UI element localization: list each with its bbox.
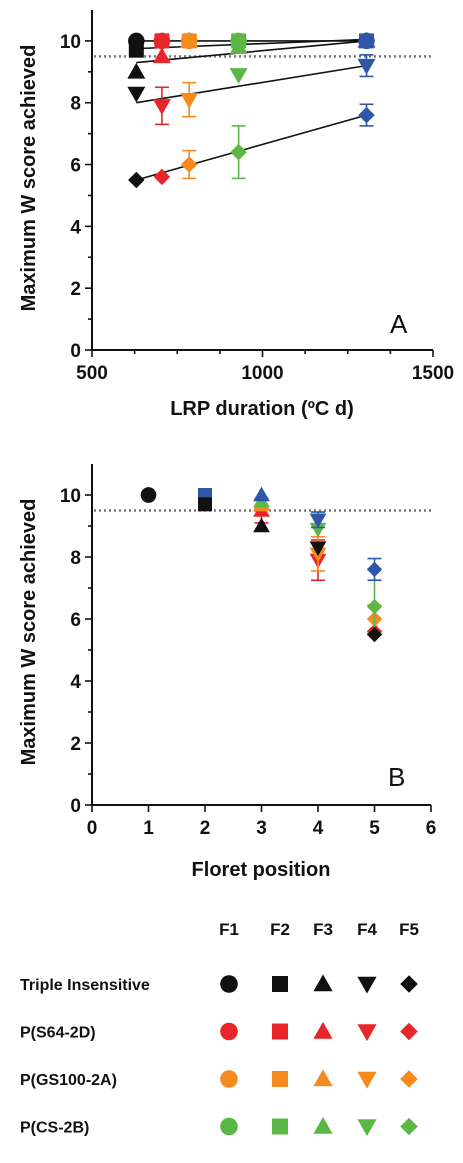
panel-a-fit-line-f3 bbox=[136, 40, 367, 64]
panel-a-point bbox=[180, 156, 198, 173]
legend-row-label: P(GS100-2A) bbox=[20, 1072, 117, 1089]
legend-circle-icon bbox=[220, 1022, 238, 1041]
panel-a-x-tick-label: 1500 bbox=[412, 363, 454, 384]
legend-square-icon bbox=[272, 1118, 288, 1135]
panel-a-point bbox=[357, 58, 376, 75]
panel-b-point bbox=[309, 522, 327, 538]
panel-a-point bbox=[229, 38, 248, 54]
panel-b-x-tick-label: 5 bbox=[369, 818, 380, 839]
panel-b-point bbox=[198, 497, 212, 512]
panel-b-point bbox=[140, 487, 157, 503]
panel-a-point bbox=[127, 86, 146, 103]
panel-a-point bbox=[127, 62, 146, 79]
legend: F1 F2 F3 F4 F5 Triple Insensitive P(S64-2D) P(G… bbox=[20, 920, 419, 1137]
legend-triangle-down-icon bbox=[357, 1071, 377, 1089]
panel-b-y-tick-label: 2 bbox=[70, 734, 81, 755]
legend-square-icon bbox=[272, 1071, 288, 1087]
panel-a-label: A bbox=[390, 309, 408, 339]
panel-a-point bbox=[180, 31, 199, 48]
panel-b-point bbox=[253, 517, 270, 533]
panel-b-x-tick-label: 6 bbox=[426, 818, 437, 839]
legend-triangle-up-icon bbox=[313, 974, 333, 992]
panel-b-point bbox=[366, 598, 383, 615]
legend-circle-icon bbox=[220, 1117, 238, 1136]
panel-b-point bbox=[366, 561, 383, 578]
panel-b-y-tick-label: 6 bbox=[70, 610, 81, 631]
panel-a-point bbox=[357, 31, 376, 48]
panel-a-fit-line-f5 bbox=[136, 114, 367, 181]
legend-triangle-down-icon bbox=[357, 1119, 377, 1137]
panel-a-fit-line-f2 bbox=[136, 38, 367, 50]
panel-b-y-tick-label: 4 bbox=[70, 672, 81, 693]
panel-a-point bbox=[153, 168, 171, 186]
panel-a-point bbox=[229, 68, 248, 84]
panel-b-x-tick-label: 3 bbox=[256, 818, 267, 839]
legend-diamond-icon bbox=[400, 1070, 418, 1088]
panel-a-point bbox=[230, 143, 247, 161]
legend-column-header: F4 bbox=[357, 920, 377, 939]
panel-b-point bbox=[366, 626, 383, 643]
legend-column-header: F5 bbox=[399, 920, 419, 939]
legend-triangle-up-icon bbox=[313, 1021, 333, 1039]
legend-diamond-icon bbox=[400, 975, 418, 993]
panel-b-y-tick-label: 0 bbox=[70, 796, 81, 817]
legend-row-label: Triple Insensitive bbox=[20, 977, 150, 994]
panel-a-point bbox=[154, 33, 170, 49]
panel-a-point bbox=[358, 106, 375, 124]
panel-b-point bbox=[309, 513, 327, 529]
panel-b-x-tick-label: 2 bbox=[200, 818, 211, 839]
legend-row-label: P(CS-2B) bbox=[20, 1120, 89, 1137]
panel-b-y-tick-label: 8 bbox=[70, 548, 81, 569]
panel-a-y-tick-label: 8 bbox=[70, 94, 81, 115]
panel-b-point bbox=[253, 486, 270, 502]
panel-a-fit-line-f4 bbox=[136, 64, 367, 104]
legend-column-header: F2 bbox=[270, 920, 290, 939]
panel-b-label: B bbox=[388, 762, 405, 792]
legend-diamond-icon bbox=[400, 1022, 418, 1041]
legend-square-icon bbox=[272, 976, 288, 992]
panel-a-point bbox=[128, 171, 145, 189]
panel-a-point bbox=[152, 99, 171, 115]
panel-a-y-label: Maximum W score achieved bbox=[18, 45, 40, 312]
panel-a-y-tick-label: 10 bbox=[60, 32, 81, 53]
legend-column-header: F3 bbox=[313, 920, 333, 939]
panel-a-point bbox=[128, 42, 144, 58]
legend-triangle-up-icon bbox=[313, 1116, 333, 1134]
legend-triangle-down-icon bbox=[357, 1024, 377, 1042]
panel-b-y-label: Maximum W score achieved bbox=[18, 499, 40, 766]
legend-circle-icon bbox=[220, 1070, 238, 1088]
legend-row-label: P(S64-2D) bbox=[20, 1025, 96, 1042]
panel-b-y-tick-label: 10 bbox=[60, 486, 81, 507]
panel-a-point bbox=[180, 92, 199, 109]
panel-b-x-tick-label: 4 bbox=[313, 818, 324, 839]
legend-square-icon bbox=[272, 1023, 288, 1040]
legend-triangle-up-icon bbox=[313, 1069, 333, 1087]
panel-a-y-tick-label: 4 bbox=[70, 217, 81, 238]
legend-diamond-icon bbox=[400, 1117, 418, 1136]
panel-a-point bbox=[152, 47, 171, 64]
panel-a-y-tick-label: 0 bbox=[70, 341, 81, 362]
panel-a-y-tick-label: 2 bbox=[70, 279, 81, 300]
panel-a: 0 2 4 6 8 10 500 1000 1500 LRP duration (ºC d) M… bbox=[18, 10, 454, 420]
panel-a-x-tick-label: 1000 bbox=[241, 363, 283, 384]
panel-b: 0 2 4 6 8 10 0 1 2 3 4 5 6 Floret position Maximum W… bbox=[18, 464, 436, 881]
panel-a-x-tick-label: 500 bbox=[76, 363, 108, 384]
panel-b-x-tick-label: 0 bbox=[87, 818, 98, 839]
panel-b-point bbox=[309, 541, 327, 557]
legend-circle-icon bbox=[220, 975, 238, 993]
panel-a-y-tick-label: 6 bbox=[70, 156, 81, 177]
legend-triangle-down-icon bbox=[357, 976, 377, 994]
legend-column-header: F1 bbox=[219, 920, 239, 939]
panel-a-x-label: LRP duration (ºC d) bbox=[170, 398, 354, 420]
panel-b-x-tick-label: 1 bbox=[143, 818, 154, 839]
panel-b-x-label: Floret position bbox=[192, 859, 331, 881]
